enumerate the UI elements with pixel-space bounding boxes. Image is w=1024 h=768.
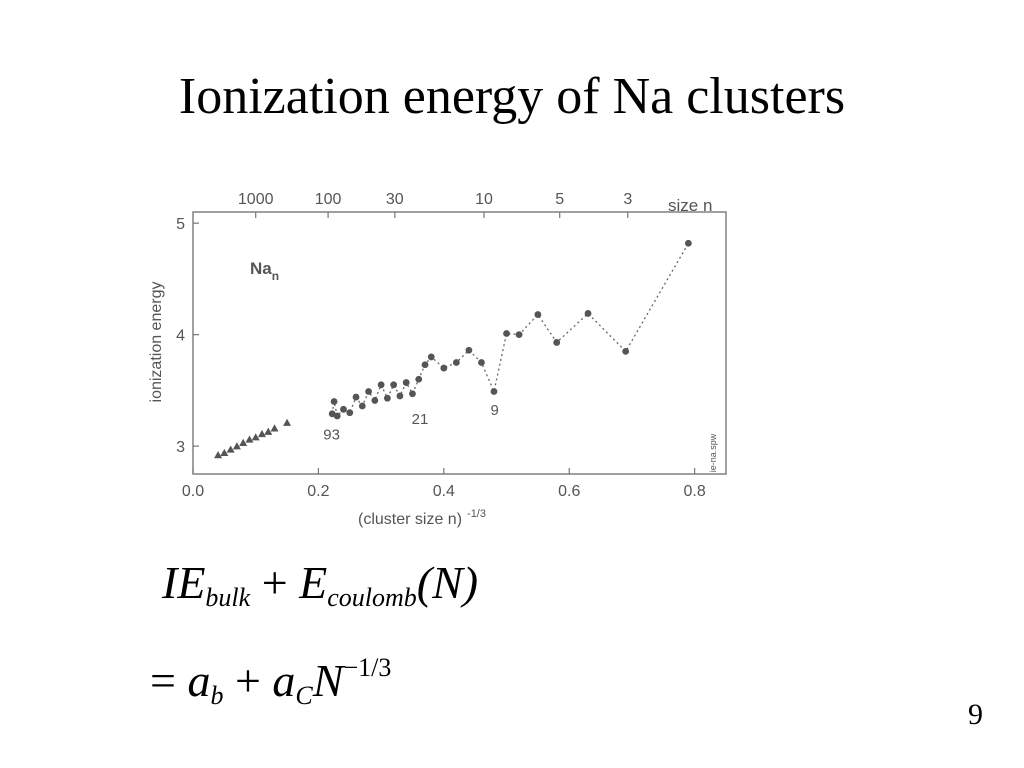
- series-1-point-16: [421, 361, 429, 369]
- y-axis-label: ionization energy: [148, 282, 165, 403]
- formula-a-coulomb: a: [272, 655, 296, 706]
- series-1-point-10: [383, 394, 391, 402]
- formula-a-bulk: a: [187, 655, 211, 706]
- inset-label-sub: n: [272, 269, 279, 283]
- series-0-point-10: [283, 418, 292, 426]
- x-axis-ticks: 0.0 0.2 0.4 0.6 0.8: [182, 468, 706, 500]
- x-axis-label: (cluster size n) -1/3: [358, 508, 486, 528]
- x-axis-label-main: (cluster size n): [358, 511, 462, 528]
- x-tick-label-3: 0.6: [558, 483, 580, 500]
- formula-plus-1: +: [261, 557, 288, 608]
- series-1-point-20: [465, 346, 473, 354]
- annotation-2: 9: [490, 402, 498, 419]
- annotation-1: 21: [412, 411, 429, 428]
- top-tick-label-3: 10: [475, 191, 493, 208]
- top-tick-label-1: 100: [315, 191, 342, 208]
- y-tick-label-2: 5: [176, 216, 185, 233]
- slide-title: Ionization energy of Na clusters: [178, 68, 846, 125]
- series-1-point-8: [371, 397, 379, 404]
- top-tick-label-4: 5: [555, 191, 564, 208]
- series-1-point-5: [352, 393, 360, 401]
- formula-exponent: −1/3: [343, 653, 392, 682]
- series-1-point-27: [584, 310, 592, 317]
- top-tick-label-0: 1000: [238, 191, 274, 208]
- series-1-point-24: [515, 331, 523, 339]
- series-1-point-28: [622, 347, 630, 355]
- y-axis-ticks: 3 4 5: [176, 216, 199, 456]
- series-0-point-0: [214, 451, 223, 459]
- series-1-point-26: [553, 339, 561, 346]
- plot-frame: [192, 211, 727, 475]
- formula-line-1: IEbulk + Ecoulomb(N): [162, 555, 478, 626]
- y-tick-label-0: 3: [176, 439, 185, 456]
- x-tick-label-4: 0.8: [684, 483, 706, 500]
- series-1-point-11: [390, 381, 398, 389]
- x-tick-label-2: 0.4: [433, 483, 455, 500]
- series-1-point-3: [340, 405, 347, 413]
- series-0-point-4: [239, 438, 248, 446]
- series-1-point-23: [503, 330, 510, 337]
- top-axis-label: size n: [668, 196, 712, 215]
- series-0-point-8: [264, 427, 273, 435]
- top-tick-label-5: 3: [623, 191, 632, 208]
- series-1-point-1: [330, 398, 338, 405]
- page-number: 9: [968, 698, 983, 731]
- x-axis-label-exponent: -1/3: [467, 508, 486, 520]
- inset-label: Nan: [250, 259, 279, 283]
- formula-n: N: [312, 655, 344, 706]
- series-1-point-18: [440, 364, 448, 372]
- y-tick-label-1: 4: [176, 328, 185, 345]
- series-0-point-2: [226, 445, 235, 453]
- series-1-point-17: [427, 353, 435, 361]
- top-axis-ticks: 1000 100 30 10 5 3: [238, 191, 632, 218]
- series-0-point-6: [251, 433, 260, 441]
- series-0-point-7: [257, 429, 266, 438]
- formula-argument: (N): [416, 557, 479, 608]
- top-tick-label-2: 30: [386, 191, 404, 208]
- series-0-point-3: [232, 442, 241, 450]
- series-1-point-12: [396, 392, 404, 400]
- formula-line-2: = ab + aCN−1/3: [150, 640, 391, 724]
- chart-svg: 0.0 0.2 0.4 0.6 0.8 345 1000 100 30 10 5 3 93219 …: [148, 191, 727, 528]
- formula-coulomb-subscript: coulomb: [327, 583, 417, 612]
- series-group: [214, 239, 692, 459]
- series-1-point-9: [377, 381, 385, 389]
- inset-label-main: Na: [250, 259, 272, 278]
- x-tick-label-0: 0.0: [182, 483, 204, 500]
- series-1-point-7: [365, 388, 372, 395]
- side-label: ie-na.spw: [708, 433, 718, 472]
- series-1-point-2: [333, 412, 341, 420]
- series-1-line: [331, 242, 689, 418]
- formula-e: E: [299, 557, 328, 608]
- annotation-0: 93: [323, 426, 340, 443]
- formula-b-subscript: b: [210, 681, 224, 710]
- series-1-point-13: [402, 379, 410, 386]
- series-0-point-1: [220, 448, 229, 457]
- x-tick-label-1: 0.2: [307, 483, 329, 500]
- formula-equals: =: [150, 655, 176, 706]
- series-0-point-5: [245, 435, 254, 443]
- series-1-point-25: [534, 311, 542, 318]
- series-1-point-14: [409, 390, 416, 398]
- series-1-point-15: [415, 375, 423, 383]
- series-1-point-29: [684, 239, 692, 247]
- series-0-point-9: [270, 424, 279, 432]
- formula-plus-2: +: [234, 655, 261, 706]
- series-1-point-4: [346, 409, 354, 417]
- series-1-point-19: [452, 359, 460, 366]
- series-1-point-22: [490, 388, 498, 395]
- series-1-point-6: [358, 402, 366, 410]
- series-1-point-21: [478, 359, 485, 366]
- annotations-group: 93 21 9: [323, 402, 499, 444]
- formula-bulk-subscript: bulk: [205, 583, 251, 612]
- formula-c-subscript: C: [295, 681, 313, 710]
- formula-ie: IE: [162, 557, 206, 608]
